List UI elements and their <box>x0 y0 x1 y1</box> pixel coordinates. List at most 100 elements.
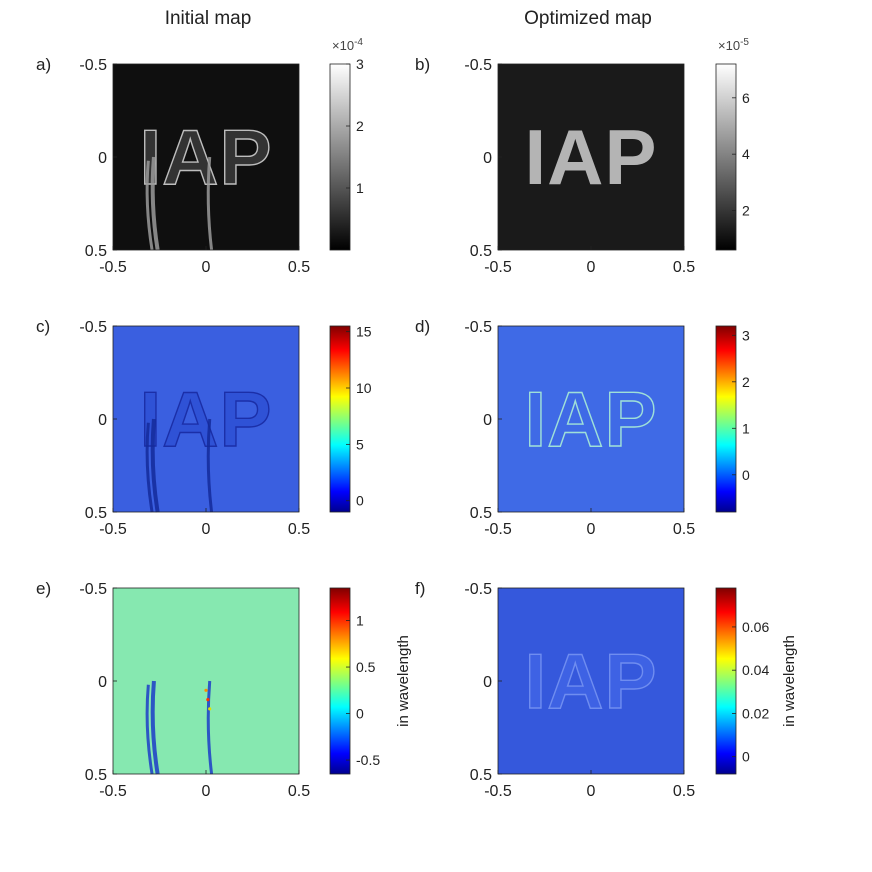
x-tick-label: 0.5 <box>288 259 310 276</box>
heatmap-streak <box>145 160 154 251</box>
colorbar <box>715 63 737 251</box>
colorbar <box>329 63 351 251</box>
y-tick-label: 0 <box>483 412 492 429</box>
colorbar-tick-label: -0.5 <box>356 752 380 768</box>
heatmap-streak <box>206 680 214 775</box>
y-tick-label: 0 <box>483 674 492 691</box>
heatmap-streak <box>206 156 214 251</box>
colorbar <box>715 325 737 513</box>
heatmap-hotspot <box>204 688 208 692</box>
colorbar <box>715 587 737 775</box>
x-tick-label: 0 <box>587 259 596 276</box>
y-tick-label: 0 <box>98 674 107 691</box>
y-tick-label: 0.5 <box>85 767 107 784</box>
x-tick-label: 0.5 <box>673 259 695 276</box>
y-tick-label: 0 <box>98 150 107 167</box>
x-tick-label: 0.5 <box>288 521 310 538</box>
heatmap-background <box>113 588 299 774</box>
heatmap-letters: IAP <box>139 113 272 201</box>
x-tick-label: 0.5 <box>288 783 310 800</box>
heatmap-streak <box>145 684 154 775</box>
heatmap-streak <box>150 680 160 775</box>
panels-group: a)IAP-0.500.5-0.5 0 0.5123×10-4b)IAP-0.500… <box>36 37 798 800</box>
x-tick-label: 0 <box>202 783 211 800</box>
colorbar-tick-label: 3 <box>742 327 750 343</box>
panel-label: a) <box>36 55 51 74</box>
heatmap-letters: IAP <box>139 375 272 463</box>
colorbar-label: in wavelength <box>395 635 412 727</box>
y-tick-label: 0.5 <box>470 505 492 522</box>
x-tick-label: 0.5 <box>673 783 695 800</box>
y-tick-label: 0.5 <box>470 243 492 260</box>
colorbar-exponent-power: -4 <box>354 37 363 48</box>
colorbar-tick-label: 4 <box>742 146 750 162</box>
y-tick-label: -0.5 <box>79 581 107 598</box>
heatmap-streak <box>145 422 154 513</box>
x-tick-label: 0 <box>202 259 211 276</box>
column-title-initial: Initial map <box>165 8 252 29</box>
x-tick-label: -0.5 <box>99 259 127 276</box>
y-tick-label: -0.5 <box>79 319 107 336</box>
heatmap-background <box>498 64 684 250</box>
colorbar-label: in wavelength <box>781 635 798 727</box>
colorbar-tick-label: 0 <box>742 467 750 483</box>
colorbar-tick-label: 0 <box>356 706 364 722</box>
colorbar-tick-label: 10 <box>356 380 372 396</box>
panel-label: c) <box>36 317 50 336</box>
y-tick-label: -0.5 <box>464 57 492 74</box>
heatmap-letters: IAP <box>524 113 657 201</box>
colorbar-exponent-power: -5 <box>740 37 749 48</box>
heatmap-letters: IAP <box>524 637 657 725</box>
colorbar <box>329 587 351 775</box>
y-tick-label: -0.5 <box>464 319 492 336</box>
colorbar-exponent: ×10-4 <box>332 37 363 53</box>
y-tick-label: 0 <box>98 412 107 429</box>
colorbar-tick-label: 2 <box>742 374 750 390</box>
heatmap-letters: IAP <box>524 375 657 463</box>
panel-label: f) <box>415 579 425 598</box>
heatmap-background <box>498 326 684 512</box>
colorbar-tick-label: 0 <box>742 749 750 765</box>
x-tick-label: -0.5 <box>484 783 512 800</box>
colorbar-tick-label: 15 <box>356 324 372 340</box>
colorbar-tick-label: 0.02 <box>742 705 769 721</box>
heatmap-background <box>498 588 684 774</box>
x-tick-label: 0.5 <box>673 521 695 538</box>
x-tick-label: 0 <box>587 783 596 800</box>
heatmap-streak <box>150 418 160 513</box>
colorbar-tick-label: 5 <box>356 436 364 452</box>
colorbar-tick-label: 0.5 <box>356 659 376 675</box>
colorbar-tick-label: 0.04 <box>742 662 769 678</box>
colorbar-tick-label: 1 <box>742 420 750 436</box>
x-tick-label: -0.5 <box>484 259 512 276</box>
x-tick-label: 0 <box>587 521 596 538</box>
heatmap-hotspot <box>206 698 210 702</box>
y-tick-label: 0 <box>483 150 492 167</box>
colorbar-tick-label: 2 <box>356 118 364 134</box>
colorbar-tick-label: 1 <box>356 613 364 629</box>
heatmap-streak <box>206 418 214 513</box>
colorbar-tick-label: 3 <box>356 56 364 72</box>
y-tick-label: 0.5 <box>85 505 107 522</box>
colorbar <box>329 325 351 513</box>
y-tick-label: -0.5 <box>464 581 492 598</box>
panel-label: d) <box>415 317 430 336</box>
colorbar-tick-label: 1 <box>356 180 364 196</box>
colorbar-tick-label: 0.06 <box>742 619 769 635</box>
panel-label: e) <box>36 579 51 598</box>
heatmap-background <box>113 326 299 512</box>
heatmap-background <box>113 64 299 250</box>
heatmap-hotspot <box>208 707 212 711</box>
x-tick-label: -0.5 <box>99 783 127 800</box>
column-title-optimized: Optimized map <box>524 8 652 29</box>
y-tick-label: 0.5 <box>470 767 492 784</box>
x-tick-label: -0.5 <box>484 521 512 538</box>
colorbar-tick-label: 0 <box>356 493 364 509</box>
